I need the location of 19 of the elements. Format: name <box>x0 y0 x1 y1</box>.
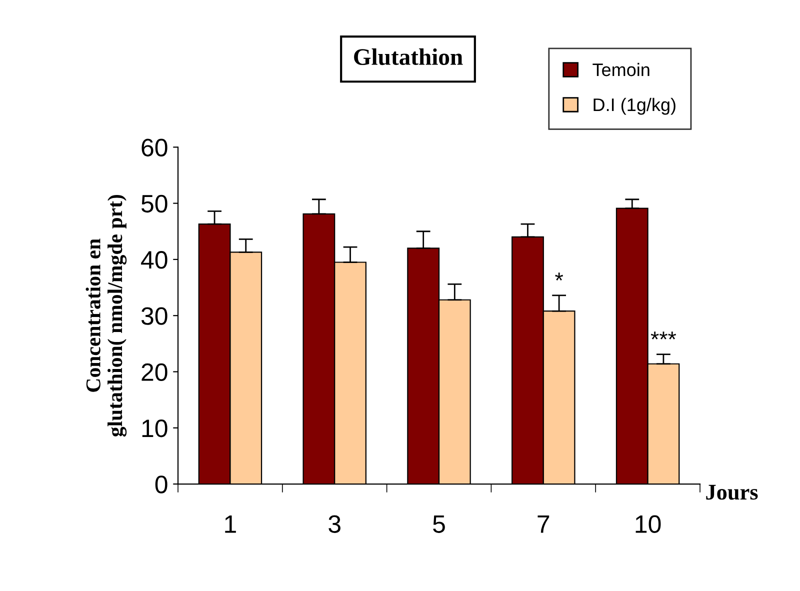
annotation: * <box>555 272 564 280</box>
y-axis-title: Concentration en glutathion( nmol/mgde prt) <box>86 194 127 437</box>
x-tick-label: 7 <box>538 516 550 533</box>
legend-label: D.I (1g/kg) <box>594 98 676 115</box>
chart-title: Glutathion <box>354 48 463 66</box>
legend-label: Temoin <box>592 62 650 76</box>
annotation: *** <box>650 332 676 340</box>
y-tick-label: 60 <box>142 138 168 156</box>
y-tick-label: 0 <box>155 476 168 494</box>
y-tick-label: 10 <box>142 419 168 438</box>
y-tick-label: 40 <box>141 251 168 269</box>
x-axis-title: Jours <box>706 484 758 500</box>
y-tick-label: 30 <box>141 307 168 325</box>
x-tick-label: 1 <box>225 516 236 533</box>
x-tick-label: 3 <box>328 515 340 533</box>
x-tick-label: 10 <box>636 515 661 533</box>
x-tick-label: 5 <box>433 516 445 533</box>
y-tick-label: 20 <box>142 363 168 382</box>
y-tick-label: 50 <box>141 194 168 213</box>
